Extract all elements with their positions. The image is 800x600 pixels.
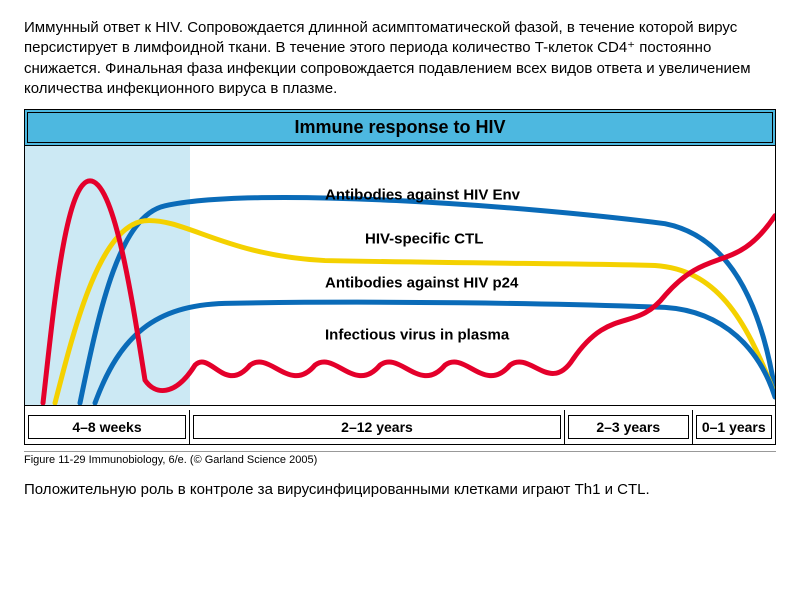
timeline-cell: 2–3 years xyxy=(565,410,693,444)
timeline: 4–8 weeks 2–12 years 2–3 years 0–1 years xyxy=(25,406,775,444)
series-hiv-ctl xyxy=(55,221,775,403)
outro-paragraph: Положительную роль в контроле за вирусин… xyxy=(24,480,776,500)
timeline-label: 4–8 weeks xyxy=(28,415,186,439)
timeline-label: 2–12 years xyxy=(193,415,561,439)
chart-region: Antibodies against HIV Env HIV-specific C… xyxy=(25,146,775,406)
series-virus-plasma xyxy=(43,181,775,403)
label-antibodies-p24: Antibodies against HIV p24 xyxy=(325,275,518,292)
timeline-label: 0–1 years xyxy=(696,415,773,439)
timeline-label: 2–3 years xyxy=(568,415,689,439)
timeline-cell: 2–12 years xyxy=(190,410,565,444)
label-hiv-ctl: HIV-specific CTL xyxy=(365,231,483,248)
label-antibodies-env: Antibodies against HIV Env xyxy=(325,187,520,204)
series-antibodies-p24 xyxy=(95,302,775,403)
figure: Immune response to HIV Antibodies agains… xyxy=(24,109,776,445)
intro-paragraph: Иммунный ответ к HIV. Сопровождается дли… xyxy=(24,18,776,99)
timeline-cell: 0–1 years xyxy=(693,410,776,444)
label-virus-plasma: Infectious virus in plasma xyxy=(325,327,509,344)
figure-title: Immune response to HIV xyxy=(27,112,773,143)
figure-caption: Figure 11-29 Immunobiology, 6/e. (© Garl… xyxy=(24,451,776,466)
timeline-cell: 4–8 weeks xyxy=(25,410,190,444)
figure-title-bar: Immune response to HIV xyxy=(25,110,775,146)
